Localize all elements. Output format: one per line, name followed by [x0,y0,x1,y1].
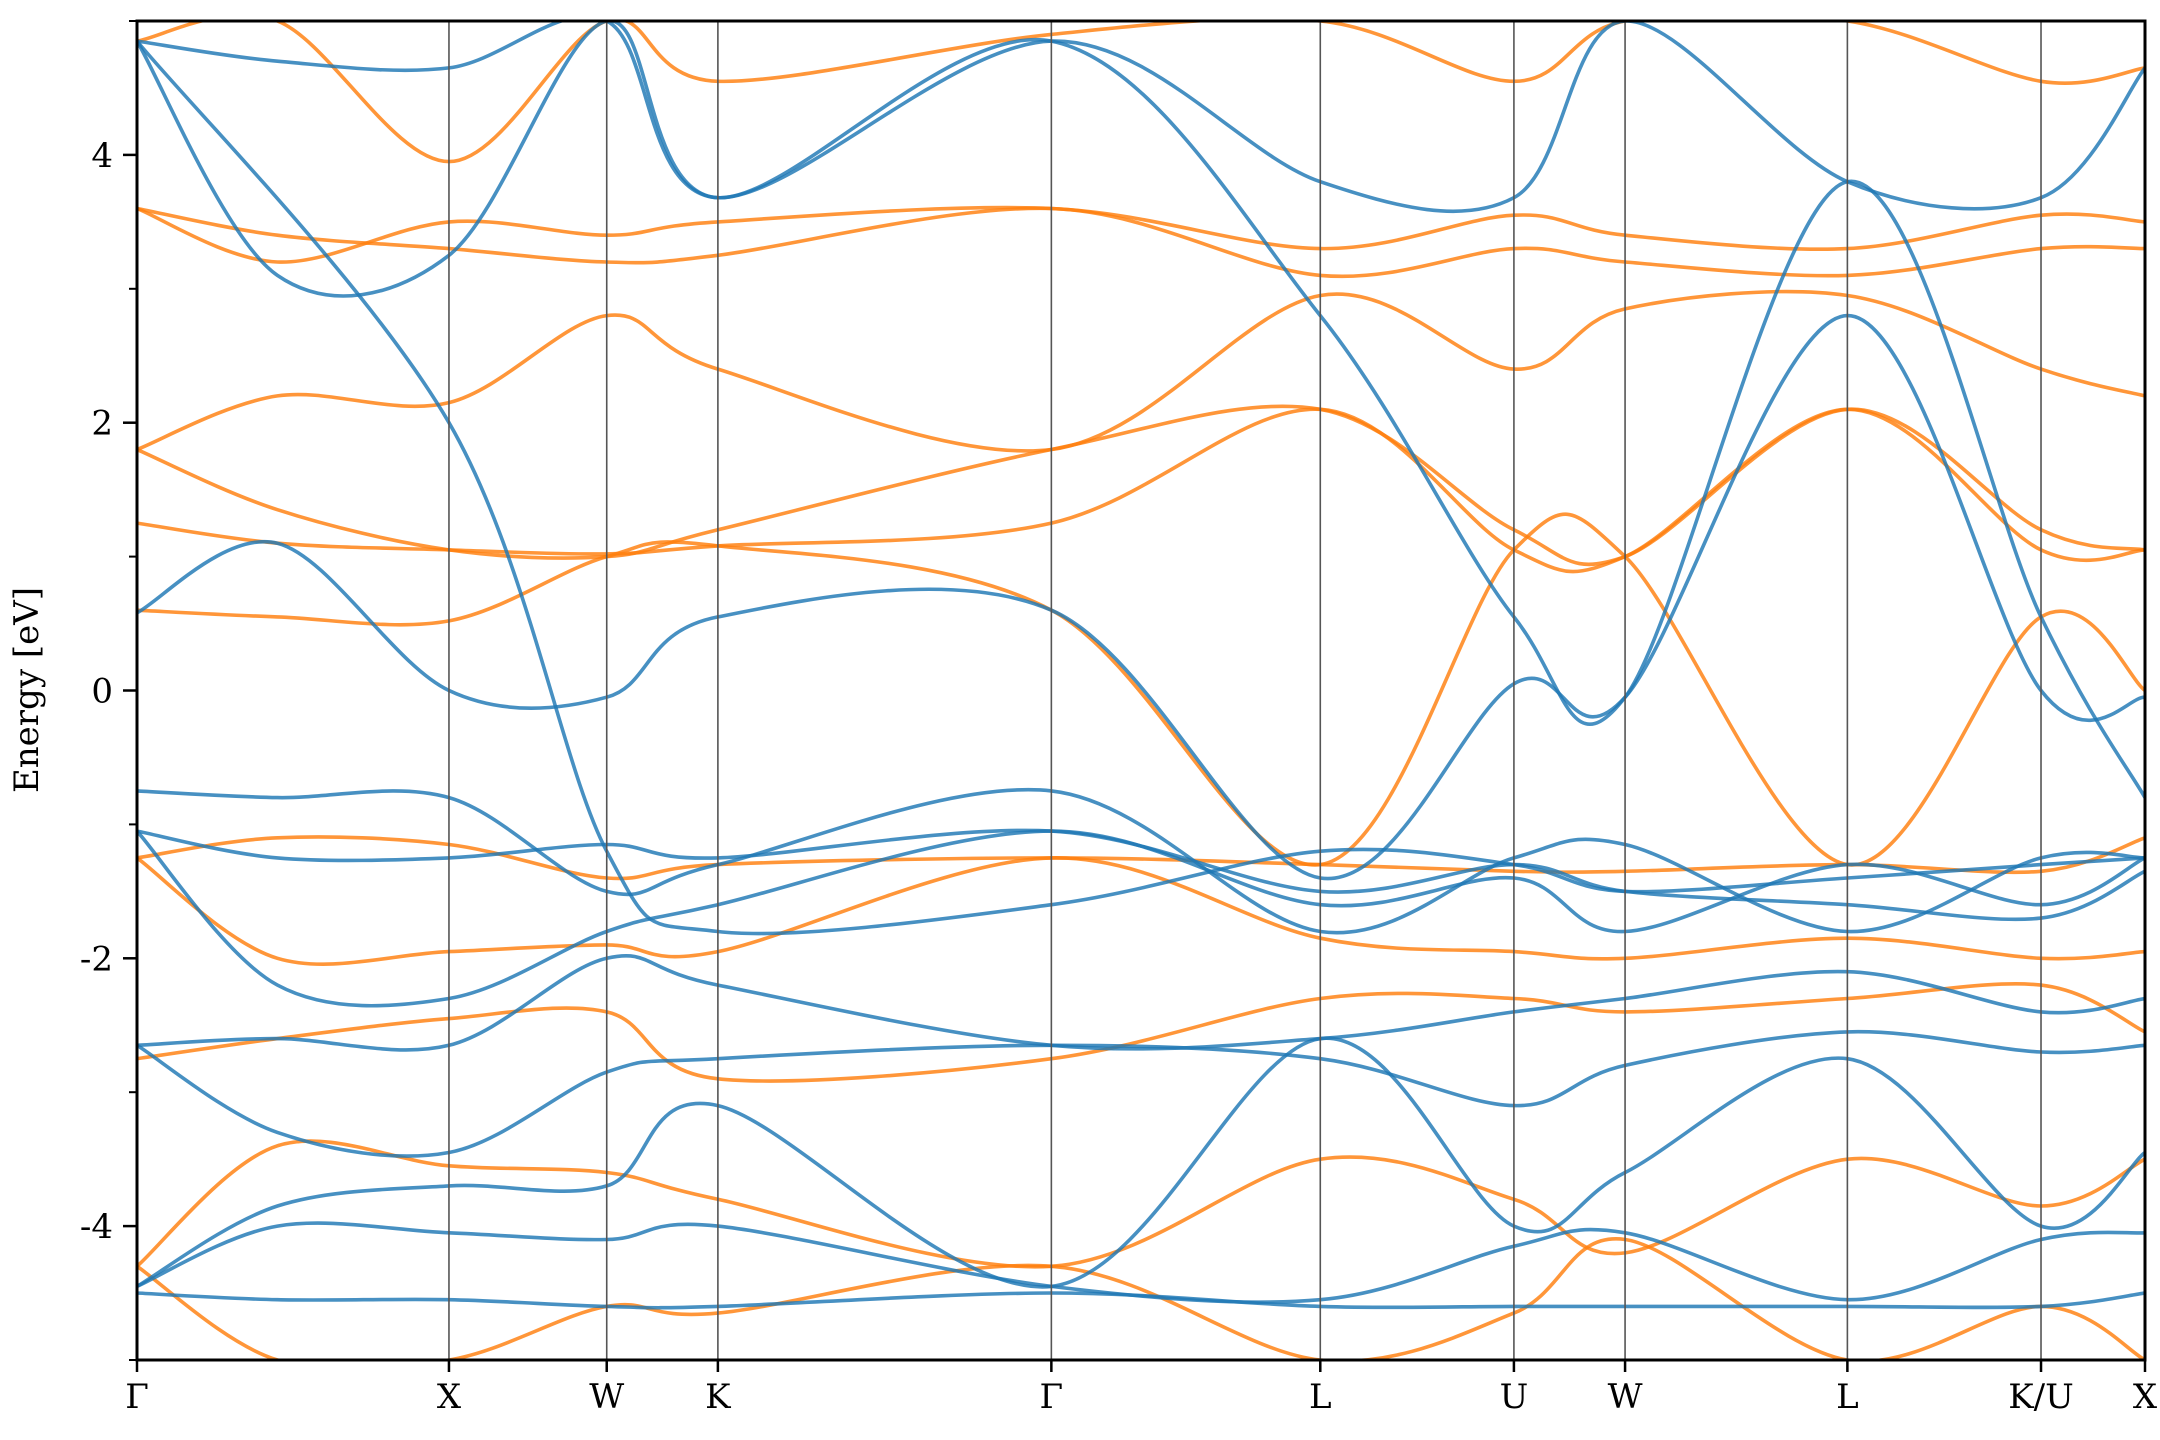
spin-up-band [137,787,2145,935]
spin-down-band [137,21,2145,164]
x-tick-label: Γ [1040,1377,1064,1417]
y-axis-label: Energy [eV] [7,587,47,793]
spin-down-band [137,1139,2145,1269]
x-tick-label: W [1608,1377,1643,1417]
x-tick-label: X [2133,1377,2158,1417]
y-tick-label: 0 [91,672,113,712]
x-tick-label: L [1309,1377,1332,1417]
x-tick-label: L [1836,1377,1859,1417]
plot-frame [135,19,2147,1362]
spin-down-band [137,205,2145,264]
spin-down-bands [137,21,2145,1360]
x-tick-label: K [705,1377,731,1417]
high-symmetry-lines [448,21,2042,1360]
spin-up-band [137,39,2145,936]
spin-up-bands [137,21,2145,1310]
spin-up-band [137,21,2145,800]
x-tick-label: U [1500,1377,1529,1417]
x-tick-label: W [589,1377,624,1417]
y-tick-label: -4 [80,1207,113,1247]
spin-up-band [137,313,2145,881]
spin-up-band [137,1036,2145,1289]
y-tick-label: -2 [80,939,113,979]
spin-down-band [137,856,2145,966]
x-tick-label: Γ [125,1377,149,1417]
spin-up-band [137,954,2145,1052]
spin-down-band [137,1237,2145,1360]
y-tick-label: 4 [91,136,113,176]
y-tick-label: 2 [91,404,113,444]
x-tick-label: X [437,1377,462,1417]
x-axis-ticks: Γ X W K Γ L U W L K/U X [125,1360,2158,1417]
y-axis-ticks: -4 -2 0 2 4 [80,20,137,1361]
x-tick-label: K/U [2008,1377,2074,1417]
